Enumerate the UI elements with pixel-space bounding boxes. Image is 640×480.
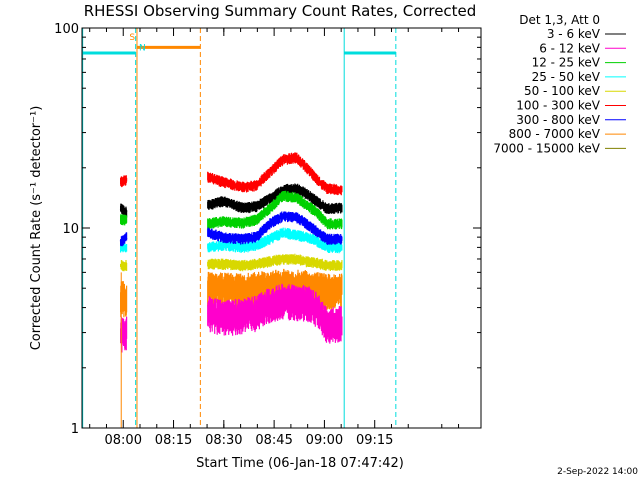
series-3-6kev — [119, 183, 343, 218]
series-25-50kev — [120, 227, 343, 254]
y-tick-label: 1 — [71, 422, 79, 437]
series-line — [119, 235, 128, 244]
series-line — [207, 297, 343, 326]
x-tick-label: 08:30 — [205, 433, 242, 448]
legend-label: 6 - 12 keV — [539, 41, 601, 55]
series-line — [207, 156, 342, 192]
y-tick-label: 10 — [62, 222, 79, 237]
series-line — [207, 186, 343, 211]
y-axis-label: Corrected Count Rate (s⁻¹ detector⁻¹) — [29, 106, 44, 351]
x-tick-label: 09:15 — [356, 433, 393, 448]
footer-date: 2-Sep-2022 14:00 — [557, 467, 638, 477]
state-letter: S — [129, 33, 135, 43]
legend-label: 800 - 7000 keV — [509, 127, 601, 141]
legend-label: 3 - 6 keV — [547, 27, 601, 41]
x-axis-label: Start Time (06-Jan-18 07:47:42) — [196, 456, 404, 471]
series-line — [120, 177, 128, 184]
state-letter: N — [139, 44, 146, 54]
x-tick-label: 08:45 — [255, 433, 292, 448]
series-50-100kev — [120, 253, 343, 272]
series-12-25kev — [120, 190, 343, 230]
series-100-300kev — [120, 152, 343, 196]
legend-label: 300 - 800 keV — [516, 113, 600, 127]
legend-label: 100 - 300 keV — [516, 99, 600, 113]
plot-area: SN — [82, 28, 397, 428]
series-line — [207, 194, 342, 226]
x-tick-label: 08:15 — [155, 433, 192, 448]
y-tick-label: 100 — [54, 22, 79, 37]
axes: 1 10 100 08:00 08:15 08:30 08:45 09:00 09:15 — [54, 22, 481, 448]
series-line — [119, 207, 128, 214]
series-line — [207, 257, 342, 267]
legend-label: 50 - 100 keV — [524, 84, 601, 98]
x-tick-label: 09:00 — [306, 433, 343, 448]
x-tick-label: 08:00 — [105, 433, 142, 448]
legend-label: 12 - 25 keV — [532, 56, 601, 70]
series-line — [207, 230, 342, 249]
legend-label: 25 - 50 keV — [532, 70, 601, 84]
legend-title: Det 1,3, Att 0 — [519, 13, 600, 27]
series-line — [207, 214, 342, 241]
legend-label: 7000 - 15000 keV — [493, 141, 600, 155]
chart-title: RHESSI Observing Summary Count Rates, Co… — [84, 2, 477, 20]
series-line — [207, 283, 342, 292]
series-300-800kev — [119, 211, 343, 247]
